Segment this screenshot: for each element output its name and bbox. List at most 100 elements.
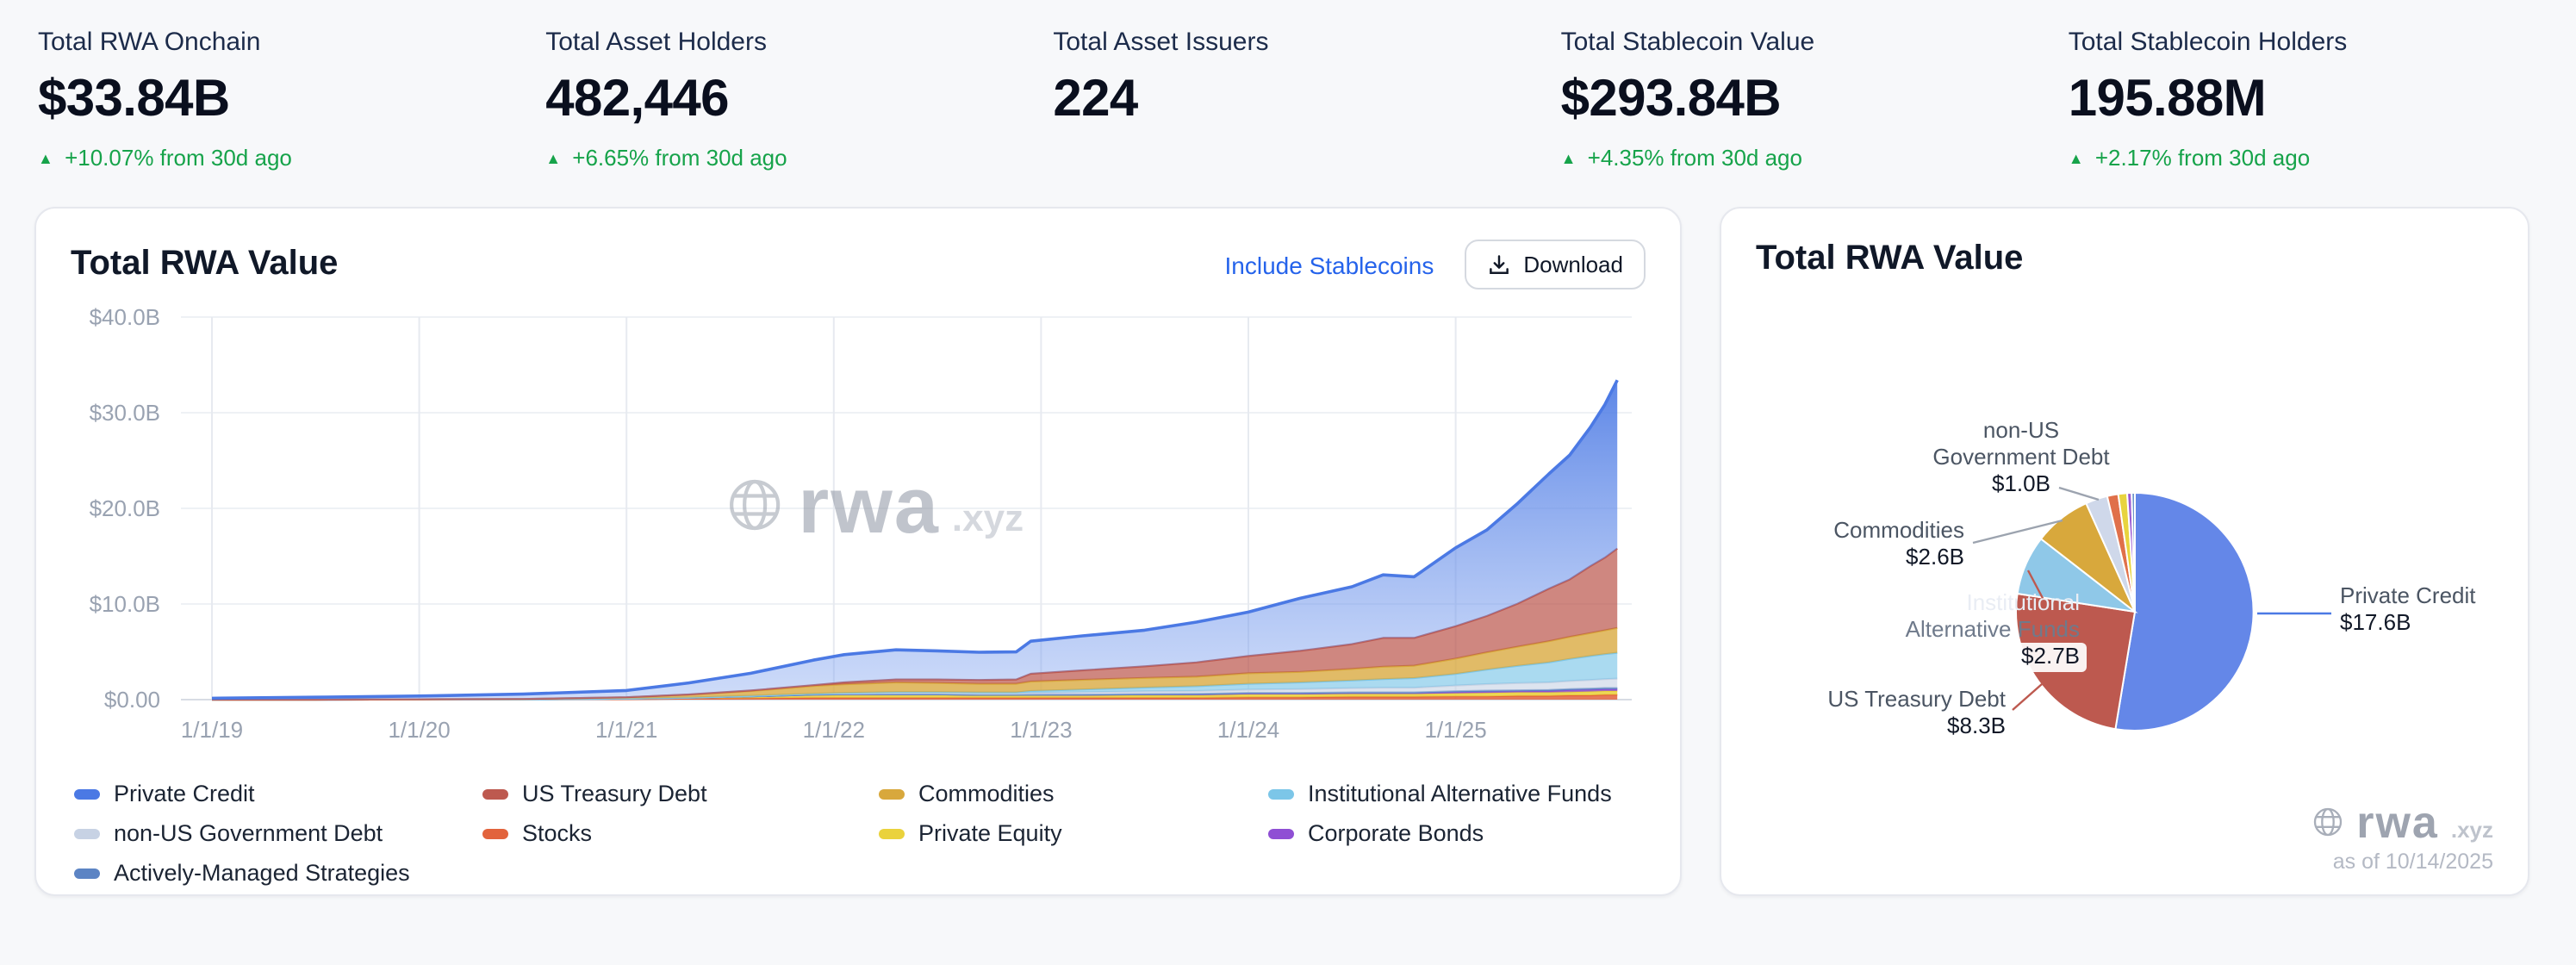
- x-axis-tick-label: 1/1/22: [803, 717, 865, 743]
- pie-slice-actively-managed-strategies[interactable]: [2131, 491, 2136, 613]
- stat-label: Total Stablecoin Holders: [2068, 28, 2348, 57]
- legend-swatch: [879, 828, 905, 838]
- pie-label-name: non-US: [1983, 417, 2059, 443]
- area-card-title: Total RWA Value: [71, 245, 339, 283]
- y-axis-tick-label: $40.0B: [90, 304, 160, 330]
- pie-label-chip: [2006, 643, 2087, 672]
- pie-label-leader: [2026, 570, 2047, 604]
- total-rwa-value-pie-card: Total RWA Value Private Credit $17.6B US T…: [1720, 207, 2529, 896]
- stacked-area-chart[interactable]: $0.00 $10.0B $20.0B $30.0B $40.0B 1/1/19 1/1/2…: [71, 303, 1649, 755]
- area-band: [212, 548, 1618, 700]
- stat-change: ▲ +10.07% from 30d ago: [38, 145, 292, 171]
- legend-item[interactable]: Commodities: [879, 781, 1268, 806]
- legend-label: non-US Government Debt: [114, 820, 383, 846]
- pie-label-name: Commodities: [1833, 517, 1964, 543]
- pie-chart[interactable]: Private Credit$17.6B US Treasury Debt$8.3…: [1756, 286, 2497, 889]
- pie-watermark-block: rwa .xyz as of 10/14/2025: [2310, 800, 2493, 874]
- watermark-brand: rwa: [2356, 796, 2439, 848]
- area-band: [212, 380, 1618, 700]
- area-band: [212, 694, 1618, 700]
- pie-card-header: Total RWA Value: [1756, 240, 2493, 279]
- pie-label-value: $8.3B: [1947, 713, 2006, 738]
- x-axis-tick-label: 1/1/21: [595, 717, 657, 743]
- legend-item[interactable]: Private Credit: [74, 781, 482, 806]
- cards-row: Total RWA Value Include Stablecoins Down…: [34, 207, 2542, 896]
- area-card-header: Total RWA Value Include Stablecoins Down…: [71, 240, 1646, 290]
- legend-item[interactable]: US Treasury Debt: [482, 781, 879, 806]
- stat-card: Total RWA Onchain $33.84B ▲ +10.07% from 3…: [38, 28, 545, 172]
- pie-slice-private-credit[interactable]: [2114, 491, 2255, 732]
- pie-card-title: Total RWA Value: [1756, 240, 2024, 277]
- area-chart-region: $0.00 $10.0B $20.0B $30.0B $40.0B 1/1/19 1/1/2…: [71, 303, 1646, 763]
- stat-change: [1053, 145, 1560, 172]
- area-chart-legend: Private Credit US Treasury Debt Commoditie…: [71, 781, 1646, 886]
- legend-label: US Treasury Debt: [522, 781, 707, 806]
- legend-label: Corporate Bonds: [1308, 820, 1484, 846]
- area-band: [212, 627, 1618, 700]
- legend-label: Private Equity: [918, 820, 1062, 846]
- stat-value: 195.88M: [2068, 71, 2267, 128]
- legend-item[interactable]: non-US Government Debt: [74, 820, 482, 846]
- pie-label-name: Alternative Funds: [1906, 616, 2080, 642]
- total-rwa-value-area-card: Total RWA Value Include Stablecoins Down…: [34, 207, 1682, 896]
- stat-value: $293.84B: [1560, 71, 1782, 128]
- download-button[interactable]: Download: [1465, 240, 1646, 290]
- stat-label: Total Asset Issuers: [1053, 28, 1269, 57]
- stat-card: Total Asset Holders 482,446 ▲ +6.65% from …: [545, 28, 1053, 172]
- up-triangle-icon: ▲: [545, 150, 562, 167]
- stat-label: Total RWA Onchain: [38, 28, 261, 57]
- legend-swatch: [482, 788, 508, 799]
- stat-change: ▲ +2.17% from 30d ago: [2068, 145, 2311, 171]
- pie-label-leader: [2012, 683, 2043, 711]
- legend-item[interactable]: Stocks: [482, 820, 879, 846]
- stat-value: 482,446: [545, 71, 729, 128]
- legend-item[interactable]: Private Equity: [879, 820, 1268, 846]
- pie-label-value: $1.0B: [1992, 470, 2050, 496]
- stat-card: Total Asset Issuers 224: [1053, 28, 1560, 172]
- watermark-tld: .xyz: [2450, 817, 2493, 843]
- globe-icon: [2313, 807, 2342, 837]
- download-button-label: Download: [1523, 252, 1623, 277]
- pie-label-value: $17.6B: [2340, 609, 2411, 635]
- legend-swatch: [74, 828, 100, 838]
- stat-change: ▲ +6.65% from 30d ago: [545, 145, 787, 171]
- legend-label: Actively-Managed Strategies: [114, 860, 410, 886]
- legend-label: Private Credit: [114, 781, 255, 806]
- stat-label: Total Asset Holders: [545, 28, 767, 57]
- download-icon: [1490, 254, 1509, 273]
- area-band: [212, 652, 1618, 700]
- legend-item[interactable]: Institutional Alternative Funds: [1268, 781, 1646, 806]
- legend-swatch: [74, 868, 100, 878]
- pie-label-name: US Treasury Debt: [1827, 686, 2006, 712]
- stat-value: 224: [1053, 71, 1138, 128]
- include-stablecoins-link[interactable]: Include Stablecoins: [1224, 251, 1434, 278]
- x-axis-tick-label: 1/1/23: [1010, 717, 1072, 743]
- y-axis-tick-label: $0.00: [104, 687, 160, 713]
- y-axis-tick-label: $10.0B: [90, 591, 160, 617]
- stat-card: Total Stablecoin Holders 195.88M ▲ +2.17% …: [2069, 28, 2576, 172]
- legend-item[interactable]: Corporate Bonds: [1268, 820, 1646, 846]
- legend-swatch: [482, 828, 508, 838]
- up-triangle-icon: ▲: [1560, 150, 1577, 167]
- pie-label-value: $2.7B: [2021, 643, 2080, 669]
- legend-item[interactable]: Actively-Managed Strategies: [74, 860, 482, 886]
- y-axis-tick-label: $20.0B: [90, 495, 160, 521]
- pie-label-leader: [1972, 519, 2063, 545]
- pie-label-name: Institutional: [1966, 589, 2080, 615]
- area-band-edge: [211, 379, 1619, 700]
- rwa-watermark: rwa .xyz: [2310, 800, 2493, 844]
- y-axis-tick-label: $30.0B: [90, 400, 160, 426]
- legend-label: Commodities: [918, 781, 1055, 806]
- up-triangle-icon: ▲: [2068, 150, 2084, 167]
- x-axis-tick-label: 1/1/25: [1424, 717, 1486, 743]
- x-axis-tick-label: 1/1/20: [388, 717, 450, 743]
- legend-label: Stocks: [522, 820, 593, 846]
- stat-value: $33.84B: [38, 71, 230, 128]
- pie-label-leader: [2058, 486, 2100, 501]
- legend-swatch: [74, 788, 100, 799]
- legend-swatch: [1268, 828, 1294, 838]
- stat-label: Total Stablecoin Value: [1560, 28, 1815, 57]
- legend-swatch: [1268, 788, 1294, 799]
- pie-label-name: Government Debt: [1932, 444, 2110, 470]
- stat-change: ▲ +4.35% from 30d ago: [1560, 145, 1802, 171]
